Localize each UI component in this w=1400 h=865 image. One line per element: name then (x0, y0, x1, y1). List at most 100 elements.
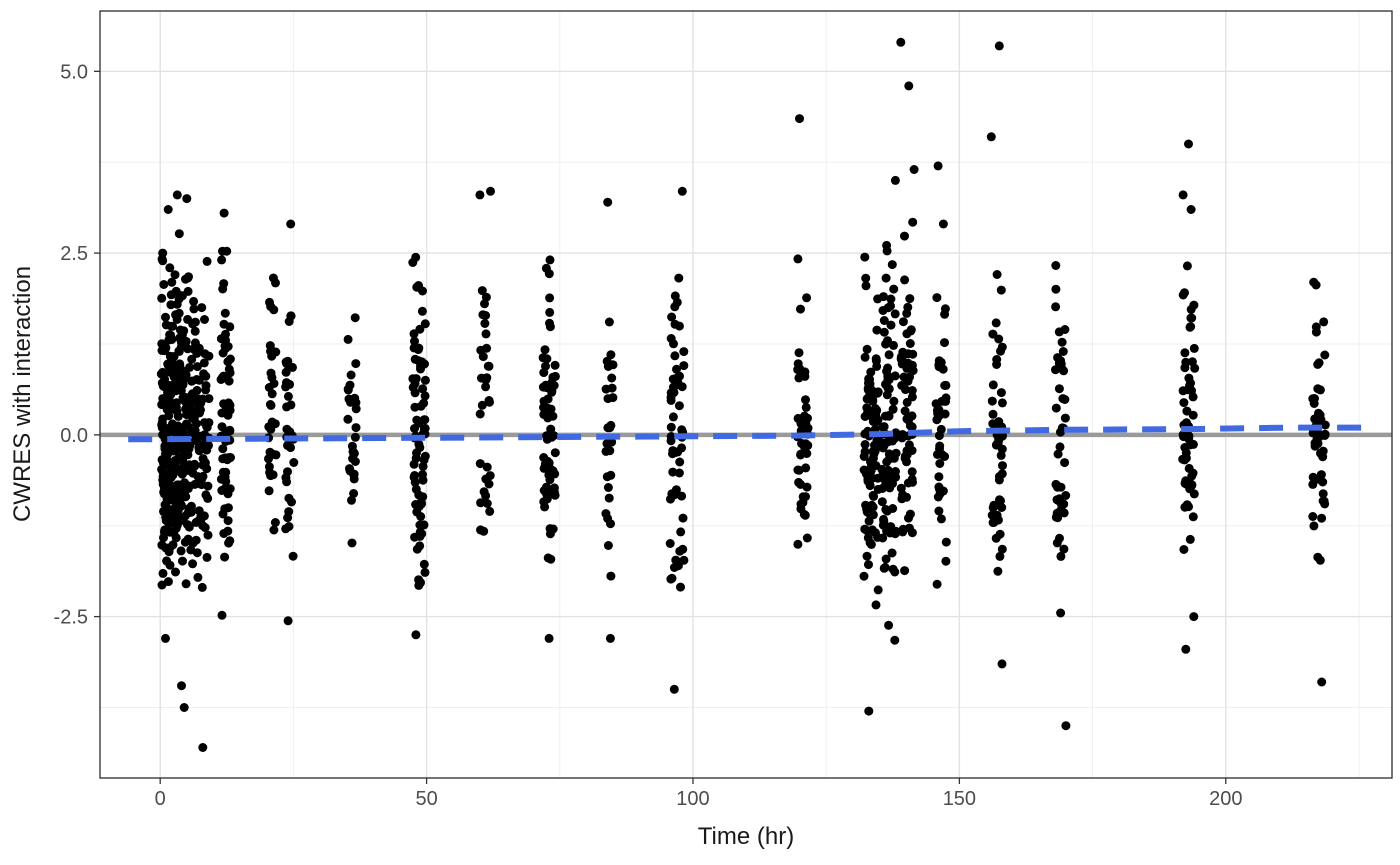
data-point (992, 270, 1002, 279)
data-point (419, 415, 429, 425)
data-point (988, 503, 998, 513)
data-point (198, 743, 208, 752)
data-point (172, 398, 181, 408)
data-point (863, 407, 873, 417)
data-point (991, 318, 1001, 328)
data-point (543, 553, 553, 563)
data-point (678, 513, 688, 523)
data-point (549, 483, 559, 493)
data-point (166, 300, 176, 310)
data-point (1309, 521, 1319, 531)
data-point (1057, 337, 1067, 347)
data-point (1185, 322, 1195, 332)
data-point (343, 334, 353, 344)
data-point (199, 358, 209, 368)
data-point (908, 477, 917, 487)
data-points-layer (156, 37, 1330, 752)
data-point (197, 303, 207, 313)
data-point (676, 527, 686, 537)
data-point (603, 197, 613, 207)
data-point (484, 479, 494, 489)
data-point (887, 260, 897, 270)
data-point (1316, 470, 1326, 480)
data-point (266, 424, 276, 434)
data-point (168, 540, 178, 550)
data-point (192, 385, 202, 395)
data-point (906, 326, 916, 336)
data-point (795, 364, 805, 374)
data-point (1182, 261, 1192, 271)
data-point (988, 409, 998, 419)
data-point (1059, 544, 1069, 554)
data-point (186, 507, 196, 517)
data-point (800, 510, 810, 520)
data-point (1318, 446, 1328, 456)
data-point (871, 412, 881, 422)
data-point (903, 302, 913, 312)
data-point (1315, 385, 1325, 395)
data-point (605, 423, 615, 433)
data-point (905, 421, 915, 431)
data-point (483, 361, 493, 371)
data-point (884, 384, 894, 394)
data-point (418, 286, 427, 296)
data-point (203, 530, 213, 540)
data-point (793, 413, 803, 423)
y-tick-label: 5.0 (60, 61, 88, 83)
data-point (1187, 386, 1196, 396)
data-point (546, 424, 556, 434)
data-point (995, 551, 1005, 561)
data-point (801, 402, 811, 412)
data-point (482, 462, 492, 472)
data-point (414, 439, 424, 449)
data-point (1319, 317, 1329, 327)
data-point (416, 401, 426, 411)
x-tick-label: 200 (1209, 788, 1242, 810)
data-point (1060, 413, 1070, 423)
data-point (225, 484, 235, 494)
data-point (481, 382, 491, 392)
data-point (482, 499, 492, 508)
data-point (997, 398, 1007, 408)
data-point (157, 464, 167, 474)
data-point (171, 310, 181, 320)
data-point (201, 385, 211, 395)
plot-panel-background (100, 11, 1392, 778)
data-point (218, 373, 227, 383)
data-point (187, 354, 197, 364)
data-point (666, 395, 676, 405)
data-point (1056, 551, 1066, 561)
data-point (995, 529, 1005, 539)
data-point (183, 286, 193, 296)
data-point (603, 362, 613, 371)
data-point (196, 405, 205, 415)
data-point (539, 368, 549, 378)
data-point (881, 273, 891, 283)
data-point (879, 292, 888, 302)
data-point (880, 562, 890, 572)
data-point (197, 480, 207, 490)
data-point (677, 425, 687, 435)
data-point (997, 544, 1007, 554)
data-point (174, 229, 184, 239)
data-point (796, 479, 806, 489)
data-point (891, 526, 901, 536)
data-point (185, 466, 195, 476)
data-point (606, 519, 615, 529)
data-point (864, 516, 874, 526)
data-point (545, 307, 555, 317)
data-point (167, 463, 177, 473)
data-point (180, 367, 190, 377)
data-point (1180, 348, 1190, 358)
data-point (269, 525, 279, 535)
data-point (544, 633, 554, 643)
data-point (481, 329, 491, 339)
data-point (225, 536, 235, 546)
y-tick-label: 0.0 (60, 425, 88, 447)
data-point (281, 367, 291, 377)
data-point (550, 360, 560, 370)
data-point (886, 320, 896, 330)
data-point (484, 396, 494, 405)
data-point (165, 527, 175, 537)
data-point (866, 367, 876, 377)
